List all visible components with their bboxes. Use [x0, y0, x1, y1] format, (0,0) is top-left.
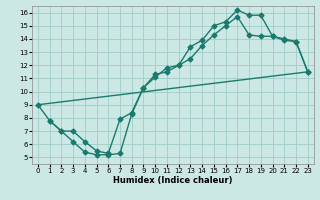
X-axis label: Humidex (Indice chaleur): Humidex (Indice chaleur)	[113, 176, 233, 185]
